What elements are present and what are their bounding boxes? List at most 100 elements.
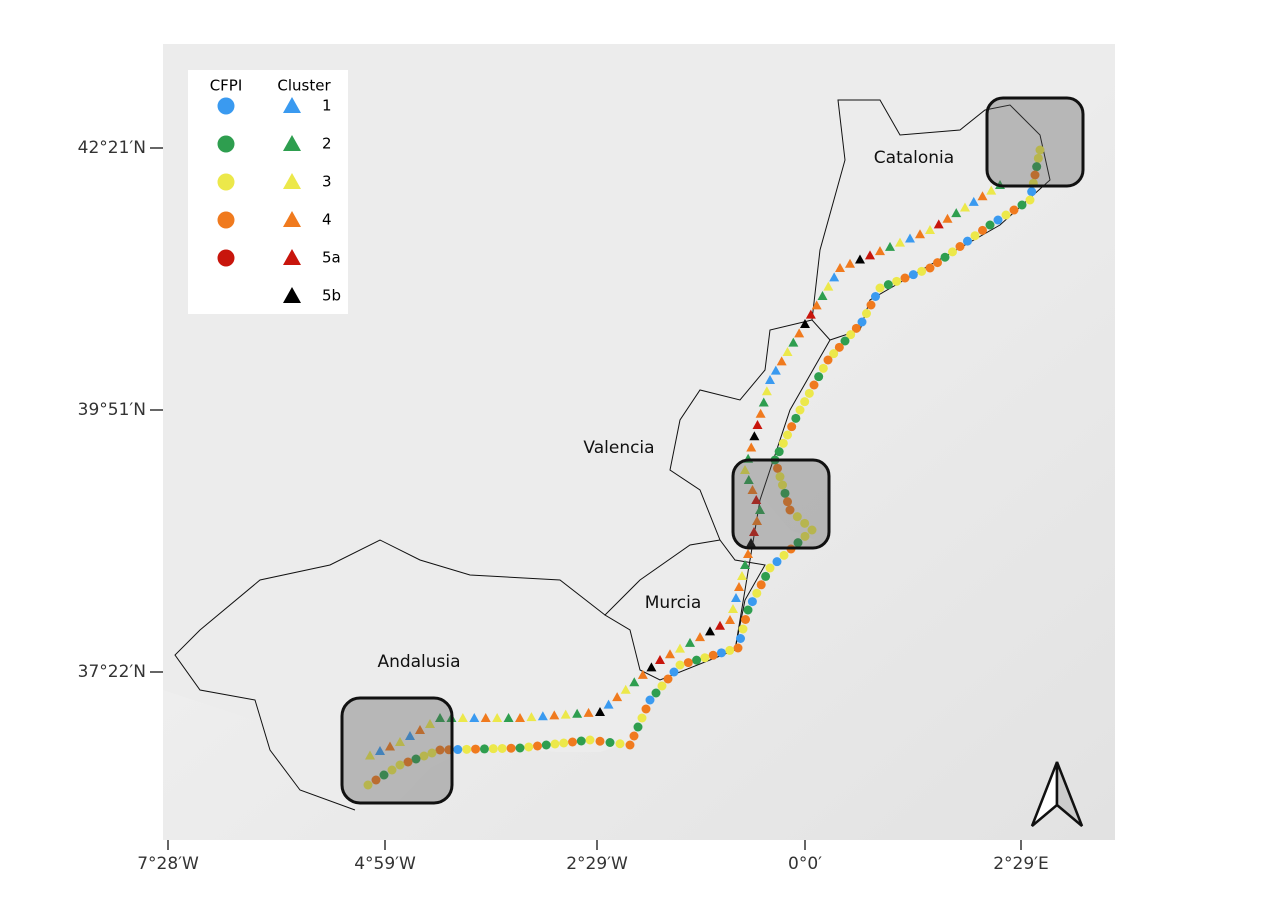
marker [900,273,910,283]
region-label: Catalonia [874,148,954,168]
marker [629,731,639,741]
legend-label: 3 [322,173,332,191]
marker [549,710,560,720]
marker [783,430,792,440]
marker [804,388,814,398]
marker [435,713,445,722]
marker [779,550,789,560]
marker [526,712,537,722]
legend-header: Cluster [277,77,331,95]
marker [761,571,771,581]
marker [746,442,757,452]
marker [915,229,925,239]
y-tick-label: 37°22′N [78,662,146,682]
marker [751,495,762,504]
marker [791,413,801,423]
marker [865,250,875,260]
marker [524,742,534,752]
marker [968,196,979,206]
marker [851,323,861,333]
marker [840,336,850,346]
legend-triangle [283,211,301,227]
marker [756,580,766,590]
legend-circle [217,97,235,115]
marker [986,185,997,195]
marker [862,309,871,318]
marker [795,405,805,415]
marker [395,737,405,746]
marker [695,632,705,642]
x-tick-label: 2°29′W [566,854,628,874]
marker [785,505,795,515]
marker [855,254,865,264]
marker [488,744,498,754]
marker [787,422,797,432]
marker [550,739,560,749]
marker [814,372,824,382]
marker [612,692,623,702]
marker [585,735,595,745]
marker [1027,187,1037,197]
marker [747,485,758,494]
marker [917,266,927,276]
marker [977,191,988,201]
legend-circle [217,249,235,267]
marker [809,380,819,390]
marker [774,447,784,457]
marker [716,648,726,658]
marker [948,247,957,257]
marker [1035,145,1045,155]
marker [892,276,902,286]
marker [515,743,525,753]
x-tick-label: 4°59′W [354,854,416,874]
marker [970,231,980,241]
marker [419,751,429,761]
marker [435,745,445,755]
marker [834,342,844,352]
marker [765,375,775,384]
marker [395,760,405,770]
marker [737,571,747,580]
legend-label: 2 [322,135,332,153]
marker [818,363,828,373]
marker [733,643,743,653]
marker [846,330,856,340]
marker [469,713,480,722]
legend-triangle [283,249,301,265]
marker [379,770,389,780]
marker [951,208,962,218]
marker [736,634,745,643]
legend-label: 5b [322,287,341,305]
marker [462,744,472,754]
marker [685,637,695,647]
legend-circle [217,135,235,153]
north-arrow [1030,761,1084,827]
marker [772,557,782,567]
marker [773,463,782,473]
marker [758,397,769,407]
marker [885,241,895,251]
marker [683,658,693,668]
marker [738,624,748,634]
legend-triangle [283,135,301,151]
marker [637,713,647,723]
marker [770,365,781,375]
marker [782,347,793,356]
marker [871,292,880,301]
marker [857,317,867,327]
marker [568,737,577,747]
marker [595,736,605,746]
land [163,44,1115,810]
legend-circle [217,211,235,229]
marker [620,684,631,694]
marker [625,740,635,750]
marker [492,713,503,722]
marker [778,480,787,490]
marker [960,202,970,212]
marker [675,660,685,670]
y-tick-label: 42°21′N [78,138,146,158]
marker [403,757,413,767]
marker [734,582,744,591]
